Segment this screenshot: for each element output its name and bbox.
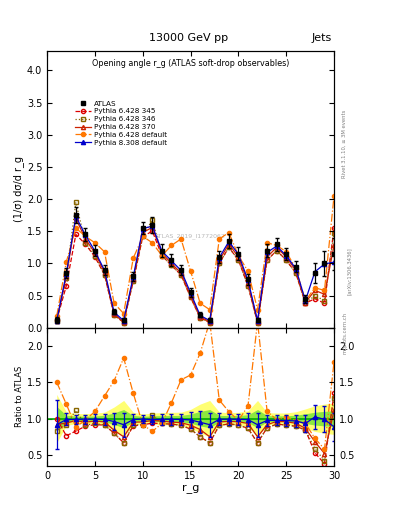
- Text: mcplots.cern.ch: mcplots.cern.ch: [343, 312, 347, 354]
- Text: Jets: Jets: [312, 33, 332, 44]
- Y-axis label: (1/σ) dσ/d r_g: (1/σ) dσ/d r_g: [13, 157, 24, 222]
- Text: 13000 GeV pp: 13000 GeV pp: [149, 33, 228, 44]
- Y-axis label: Ratio to ATLAS: Ratio to ATLAS: [15, 366, 24, 428]
- Legend: ATLAS, Pythia 6.428 345, Pythia 6.428 346, Pythia 6.428 370, Pythia 6.428 defaul: ATLAS, Pythia 6.428 345, Pythia 6.428 34…: [74, 99, 169, 147]
- Text: ATLAS_2019_I1772062: ATLAS_2019_I1772062: [155, 233, 226, 239]
- Text: [arXiv:1306.3436]: [arXiv:1306.3436]: [347, 247, 351, 295]
- Text: Opening angle r_g (ATLAS soft-drop observables): Opening angle r_g (ATLAS soft-drop obser…: [92, 59, 289, 69]
- X-axis label: r_g: r_g: [182, 483, 199, 494]
- Text: Rivet 3.1.10, ≥ 3M events: Rivet 3.1.10, ≥ 3M events: [342, 109, 346, 178]
